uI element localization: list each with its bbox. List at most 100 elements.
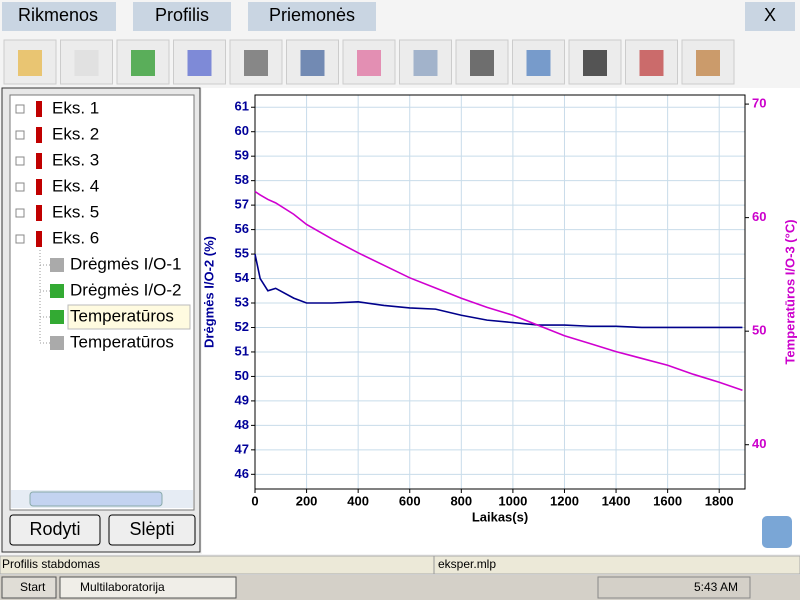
tree-item[interactable]: Temperatūros	[70, 306, 174, 325]
toolbar-icon	[131, 50, 155, 76]
x-tick-label: 1000	[498, 493, 527, 508]
toolbar-icon	[413, 50, 438, 76]
y-tick-label: 56	[235, 221, 249, 236]
y-tick-label: 48	[235, 417, 249, 432]
expander[interactable]	[15, 156, 25, 166]
task-label: Multilaboratorija	[80, 580, 165, 594]
menu-button[interactable]	[133, 2, 231, 31]
experiment-icon	[36, 205, 42, 221]
expander[interactable]	[15, 130, 25, 140]
x-tick-label: 600	[399, 493, 421, 508]
x-tick-label: 200	[296, 493, 318, 508]
toolbar-icon	[357, 50, 381, 76]
toolbar-button[interactable]	[173, 39, 226, 85]
x-tick-label: 1400	[602, 493, 631, 508]
x-tick-label: 1800	[705, 493, 734, 508]
x-tick-label: 1200	[550, 493, 579, 508]
button-label: Rodyti	[29, 519, 80, 539]
sensor-icon	[50, 284, 64, 298]
y-tick-label: 60	[235, 123, 249, 138]
menu-button[interactable]	[248, 2, 376, 31]
y-tick-label: 54	[235, 270, 250, 285]
y2-tick-label: 60	[752, 209, 766, 224]
toolbar-icon	[18, 50, 42, 76]
tree-item[interactable]: Drėgmės I/O-2	[70, 280, 181, 299]
y-tick-label: 55	[235, 246, 249, 261]
status-text: Profilis stabdomas	[2, 557, 100, 571]
tree-item[interactable]: Eks. 4	[52, 176, 99, 195]
data-line	[254, 253, 743, 329]
plot-frame	[254, 94, 746, 490]
task-button[interactable]	[59, 576, 237, 599]
y-tick-label: 59	[235, 148, 249, 163]
tree-item[interactable]: Eks. 2	[52, 124, 99, 143]
y-tick-label: 58	[235, 172, 249, 187]
y-tick-label: 46	[235, 466, 249, 481]
chart: 0 200 400 600 800 1000 1200 1400 1600 1800 46 47 48 4…	[201, 94, 797, 524]
menu-label: Rikmenos	[18, 5, 98, 25]
y-tick-label: 57	[235, 197, 249, 212]
selection	[67, 304, 191, 330]
tree: Eks. 1 Eks. 2 Eks. 3 Eks. 4 Eks. 5 Eks. 6 Drėg…	[15, 98, 191, 351]
data-line	[254, 190, 743, 391]
settings-icon[interactable]	[762, 516, 792, 548]
experiment-icon	[36, 179, 42, 195]
experiment-icon	[36, 127, 42, 143]
y-tick-label: 61	[235, 99, 249, 114]
toolbar-icon	[187, 50, 212, 76]
sensor-icon	[50, 258, 64, 272]
toolbar-icon	[470, 50, 494, 76]
clock: 5:43 AM	[694, 580, 738, 594]
toolbar-icon	[300, 50, 325, 76]
y-tick-label: 50	[235, 368, 249, 383]
toolbar-icon	[639, 50, 664, 76]
button-label: Slėpti	[129, 519, 174, 539]
toolbar-icon	[74, 50, 99, 76]
expander[interactable]	[15, 208, 25, 218]
sensor-icon	[50, 310, 64, 324]
tree-item[interactable]: Eks. 1	[52, 98, 99, 117]
button[interactable]	[9, 514, 101, 546]
toolbar	[3, 39, 735, 85]
button[interactable]	[108, 514, 196, 546]
toolbar-icon	[583, 50, 607, 76]
tree-item[interactable]: Drėgmės I/O-1	[70, 254, 181, 273]
y-tick-label: 47	[235, 441, 249, 456]
experiment-icon	[36, 153, 42, 169]
y-tick-label: 52	[235, 319, 249, 334]
tree-item[interactable]: Eks. 6	[52, 228, 99, 247]
x-tick-label: 1600	[653, 493, 682, 508]
x-tick-label: 400	[347, 493, 369, 508]
start-button[interactable]	[1, 576, 57, 599]
scroll-thumb[interactable]	[29, 491, 163, 507]
y-tick-label: 51	[235, 343, 249, 358]
close-button[interactable]	[745, 2, 795, 31]
y2-axis-label: Temperatūros I/O-3 (°C)	[782, 219, 797, 364]
expander[interactable]	[15, 104, 25, 114]
y2-tick-label: 50	[752, 323, 766, 338]
x-axis-label: Laikas(s)	[472, 509, 528, 524]
y-tick-label: 53	[235, 294, 249, 309]
x-tick-label: 0	[251, 493, 258, 508]
menu-button[interactable]	[2, 2, 116, 31]
toolbar-icon	[696, 50, 720, 76]
y-axis-label: Drėgmės I/O-2 (%)	[201, 236, 216, 348]
tree-item[interactable]: Eks. 3	[52, 150, 99, 169]
menu-label: Profilis	[155, 5, 209, 25]
y2-tick-label: 40	[752, 436, 766, 451]
x-tick-label: 800	[450, 493, 472, 508]
sensor-icon	[50, 336, 64, 350]
tree-item[interactable]: Eks. 5	[52, 202, 99, 221]
toolbar-icon	[244, 50, 268, 76]
status-bar	[0, 555, 800, 575]
start-label: Start	[20, 580, 46, 594]
experiment-icon	[36, 231, 42, 247]
experiment-icon	[36, 101, 42, 117]
expander[interactable]	[15, 182, 25, 192]
expander[interactable]	[15, 234, 25, 244]
toolbar-icon	[526, 50, 551, 76]
tray	[597, 576, 751, 599]
tree-item[interactable]: Temperatūros	[70, 332, 174, 351]
